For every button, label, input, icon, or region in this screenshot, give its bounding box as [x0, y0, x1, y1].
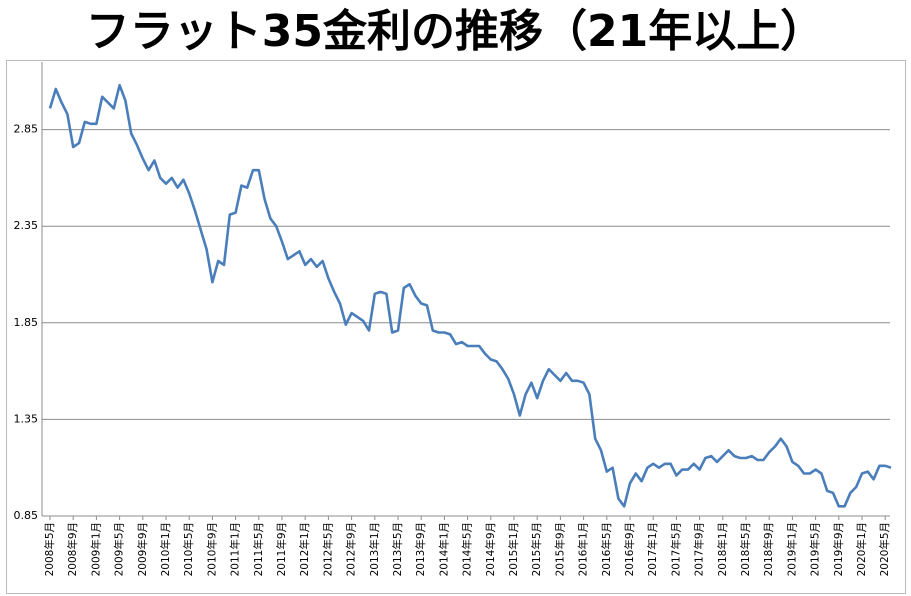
x-tick-label: 2011年9月	[275, 522, 288, 576]
x-tick-label: 2011年1月	[229, 522, 242, 576]
x-tick-label: 2019年9月	[832, 522, 845, 576]
x-tick-label: 2017年5月	[669, 522, 682, 576]
x-tick-label: 2017年1月	[646, 522, 659, 576]
x-tick-label: 2018年9月	[762, 522, 775, 576]
y-tick-label: 2.35	[14, 219, 39, 232]
x-tick-label: 2009年5月	[113, 522, 126, 576]
chart-border	[6, 60, 906, 594]
x-tick-label: 2013年5月	[391, 522, 404, 576]
x-tick-label: 2015年1月	[507, 522, 520, 576]
x-tick-label: 2012年9月	[345, 522, 358, 576]
x-tick-label: 2015年9月	[553, 522, 566, 576]
x-tick-label: 2009年9月	[136, 522, 149, 576]
x-tick-label: 2010年5月	[182, 522, 195, 576]
chart-title: フラット35金利の推移（21年以上）	[86, 6, 824, 57]
x-tick-label: 2008年5月	[43, 522, 56, 576]
data-line	[48, 83, 892, 508]
x-tick-label: 2018年5月	[739, 522, 752, 576]
x-tick-label: 2014年1月	[437, 522, 450, 576]
x-tick-label: 2009年1月	[89, 522, 102, 576]
x-tick-label: 2014年5月	[461, 522, 474, 576]
y-tick-label: 0.85	[14, 509, 39, 522]
x-tick-label: 2013年9月	[414, 522, 427, 576]
x-tick-label: 2011年5月	[252, 522, 265, 576]
y-tick-label: 1.35	[14, 412, 39, 425]
x-tick-label: 2010年9月	[205, 522, 218, 576]
y-tick-label: 2.85	[14, 123, 39, 136]
x-tick-label: 2020年5月	[878, 522, 891, 576]
x-tick-label: 2019年1月	[785, 522, 798, 576]
x-tick-label: 2012年1月	[298, 522, 311, 576]
y-tick-label: 1.85	[14, 316, 39, 329]
x-tick-label: 2013年1月	[368, 522, 381, 576]
x-tick-label: 2016年5月	[600, 522, 613, 576]
x-tick-label: 2014年9月	[484, 522, 497, 576]
x-tick-label: 2015年5月	[530, 522, 543, 576]
x-tick-label: 2016年9月	[623, 522, 636, 576]
x-tick-label: 2018年1月	[716, 522, 729, 576]
x-tick-label: 2017年9月	[693, 522, 706, 576]
x-tick-label: 2019年5月	[809, 522, 822, 576]
x-tick-label: 2012年5月	[321, 522, 334, 576]
x-tick-label: 2008年9月	[66, 522, 79, 576]
x-tick-label: 2010年1月	[159, 522, 172, 576]
x-tick-label: 2016年1月	[577, 522, 590, 576]
x-tick-label: 2020年1月	[855, 522, 868, 576]
